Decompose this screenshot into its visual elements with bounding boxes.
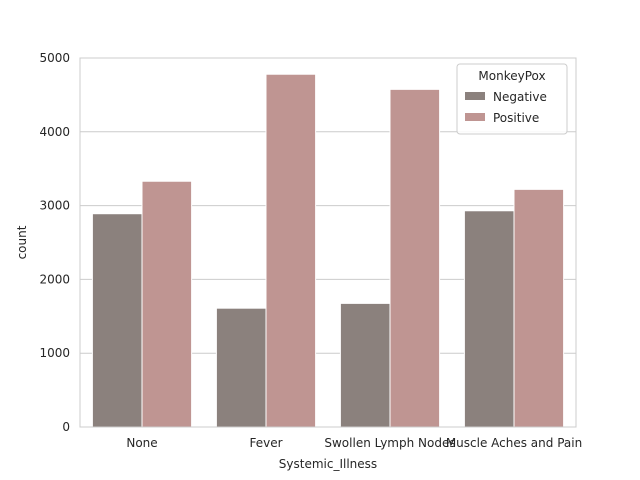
y-tick-labels: 0 1000 2000 3000 4000 5000 bbox=[39, 51, 70, 434]
legend-title: MonkeyPox bbox=[478, 69, 545, 83]
legend-swatch-negative bbox=[465, 92, 485, 100]
bar-negative-3 bbox=[463, 210, 515, 428]
legend-swatch-positive bbox=[465, 113, 485, 121]
y-tick-label: 2000 bbox=[39, 272, 70, 286]
bar-positive-0 bbox=[141, 180, 193, 428]
y-tick-label: 5000 bbox=[39, 51, 70, 65]
x-tick-label: Swollen Lymph Nodes bbox=[324, 436, 455, 450]
bar-negative-2 bbox=[339, 302, 391, 428]
y-tick-label: 4000 bbox=[39, 125, 70, 139]
legend-label-positive: Positive bbox=[493, 111, 539, 125]
bars bbox=[91, 73, 565, 428]
y-tick-label: 1000 bbox=[39, 346, 70, 360]
y-tick-label: 3000 bbox=[39, 199, 70, 213]
legend-items: Negative Positive bbox=[465, 90, 547, 125]
y-axis-label: count bbox=[15, 225, 29, 259]
bar-negative-0 bbox=[91, 213, 143, 428]
legend-label-negative: Negative bbox=[493, 90, 547, 104]
bar-positive-3 bbox=[513, 188, 565, 428]
plot-frame bbox=[79, 57, 577, 428]
bar-positive-2 bbox=[389, 88, 441, 428]
bar-negative-1 bbox=[215, 307, 267, 428]
legend: MonkeyPox Negative Positive bbox=[456, 63, 568, 135]
x-tick-label: Muscle Aches and Pain bbox=[446, 436, 582, 450]
x-axis-label: Systemic_Illness bbox=[279, 457, 377, 471]
bar-positive-1 bbox=[265, 73, 317, 428]
x-tick-label: None bbox=[126, 436, 157, 450]
x-tick-label: Fever bbox=[249, 436, 282, 450]
y-tick-label: 0 bbox=[62, 420, 70, 434]
